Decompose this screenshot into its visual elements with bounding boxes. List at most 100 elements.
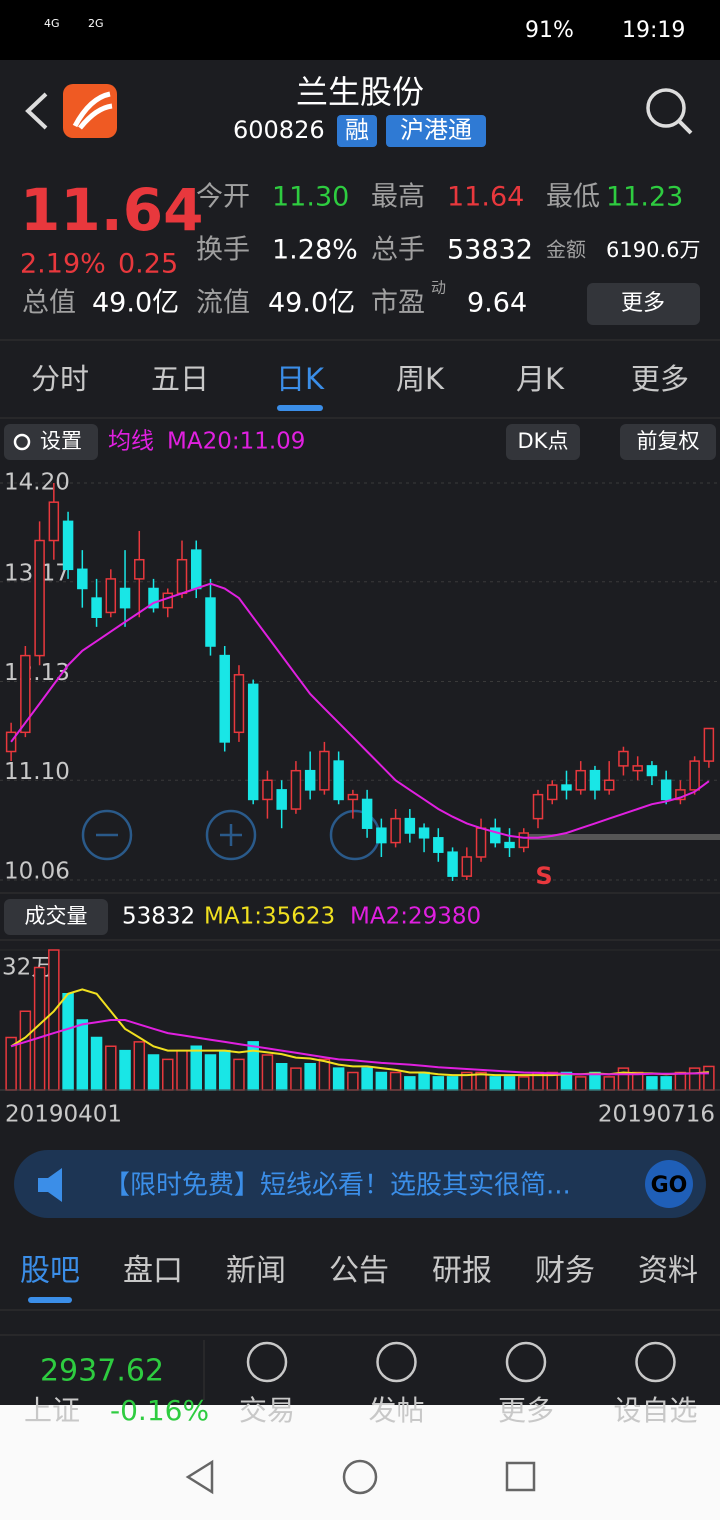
period-tab[interactable]: 更多	[631, 362, 689, 396]
clock: 19:19	[622, 18, 685, 43]
field-label: 今开	[196, 182, 250, 213]
volume-bar	[574, 1076, 587, 1091]
volume-button[interactable]	[4, 899, 108, 935]
volume-ma2-line	[10, 1019, 709, 1076]
candle-body	[418, 827, 430, 839]
volume-button-text: 成交量	[25, 904, 88, 928]
action-icon[interactable]	[635, 1341, 676, 1383]
volume-bar	[162, 1058, 174, 1091]
volume-bar	[660, 1076, 672, 1091]
nav-home[interactable]	[342, 1459, 378, 1495]
section-tab[interactable]: 公告	[329, 1254, 389, 1289]
field-label: 金额	[546, 238, 586, 262]
candle-body	[62, 520, 74, 571]
volume-bar	[703, 1065, 715, 1091]
section-tab[interactable]: 研报	[432, 1254, 492, 1289]
field-label: 总手	[371, 235, 425, 266]
zoom-out[interactable]	[81, 809, 133, 861]
volume-ma1: MA1:35623	[204, 904, 335, 930]
candle-body	[319, 750, 330, 791]
volume-bar	[603, 1076, 615, 1091]
candle-body	[333, 760, 344, 801]
volume-bar	[247, 1041, 259, 1091]
field-value: 49.0亿	[92, 288, 179, 319]
field-value: 9.64	[467, 288, 527, 319]
period-tab[interactable]: 五日	[151, 362, 209, 396]
action-label[interactable]: 交易	[239, 1394, 295, 1427]
nav-back[interactable]	[185, 1459, 214, 1495]
volume-bar	[105, 1045, 117, 1091]
volume-bar	[332, 1067, 345, 1091]
period-tab[interactable]: 分时	[31, 362, 89, 396]
search-handle	[677, 119, 693, 135]
badge	[337, 115, 377, 147]
volume-bar	[404, 1076, 416, 1091]
field-value: 11.64	[447, 182, 524, 213]
action-label[interactable]: 更多	[498, 1394, 554, 1427]
back-button[interactable]	[25, 92, 48, 130]
action-icon[interactable]	[376, 1341, 417, 1383]
field-label: 最低	[546, 182, 600, 213]
action-label[interactable]: 发帖	[368, 1394, 424, 1427]
volume-bar	[446, 1076, 459, 1091]
nav-recent[interactable]	[505, 1461, 536, 1492]
field-value: 49.0亿	[268, 288, 355, 319]
ad-go-text: GO	[651, 1173, 688, 1198]
section-tab[interactable]: 新闻	[226, 1254, 286, 1289]
candle-body	[589, 769, 601, 791]
ad-banner[interactable]	[14, 1150, 706, 1218]
volume-bar	[133, 1041, 146, 1091]
candle-body	[603, 779, 615, 791]
volume-bar	[503, 1076, 516, 1091]
section-tab[interactable]: 财务	[535, 1254, 595, 1289]
candle-body	[632, 765, 643, 772]
candle-body	[34, 539, 45, 657]
candle-body	[660, 779, 672, 801]
volume-bar	[204, 1054, 217, 1091]
candle-body	[504, 841, 515, 849]
candle-body	[376, 827, 387, 844]
volume-bar	[389, 1071, 402, 1091]
ma-value: MA20:11.09	[167, 429, 305, 455]
stock-name: 兰生股份	[296, 73, 424, 111]
candle-body	[447, 851, 458, 877]
battery-level: 91%	[525, 18, 574, 43]
network-label: 4G	[44, 17, 60, 30]
candle-body	[119, 587, 131, 609]
period-tab[interactable]: 月K	[516, 362, 565, 396]
dk-text: DK点	[518, 429, 569, 453]
section-tab[interactable]: 资料	[638, 1254, 698, 1289]
candle-body	[134, 558, 145, 580]
period-tab[interactable]: 周K	[396, 362, 445, 396]
candle-body	[646, 765, 658, 777]
dk-button[interactable]	[506, 424, 580, 460]
period-tab[interactable]: 日K	[276, 362, 325, 396]
action-label[interactable]: 设自选	[613, 1394, 697, 1427]
volume-bar	[76, 1019, 89, 1091]
volume-bar	[190, 1045, 202, 1091]
search-button[interactable]	[646, 88, 686, 128]
volume-bar	[688, 1067, 701, 1091]
action-icon[interactable]	[505, 1341, 547, 1383]
settings-button[interactable]	[4, 424, 98, 460]
settings-icon	[13, 433, 31, 451]
adjust-button[interactable]	[620, 424, 716, 460]
more-button[interactable]	[587, 283, 700, 325]
candle-body	[105, 578, 117, 614]
status-bar	[0, 0, 720, 60]
ad-go-button[interactable]	[645, 1160, 693, 1208]
ma20-line	[10, 582, 710, 839]
index-name: 上证	[24, 1394, 80, 1427]
section-tab[interactable]: 盘口	[123, 1254, 183, 1289]
zoom-in[interactable]	[205, 809, 257, 861]
volume-bar	[119, 1049, 131, 1091]
volume-bar	[176, 1049, 188, 1091]
section-tab[interactable]: 股吧	[20, 1254, 80, 1289]
candle-body	[703, 727, 715, 762]
candle-body	[304, 769, 316, 791]
volume-bar	[361, 1067, 373, 1091]
volume-bar	[518, 1076, 530, 1091]
action-icon[interactable]	[246, 1341, 288, 1383]
candle-body	[618, 750, 629, 767]
